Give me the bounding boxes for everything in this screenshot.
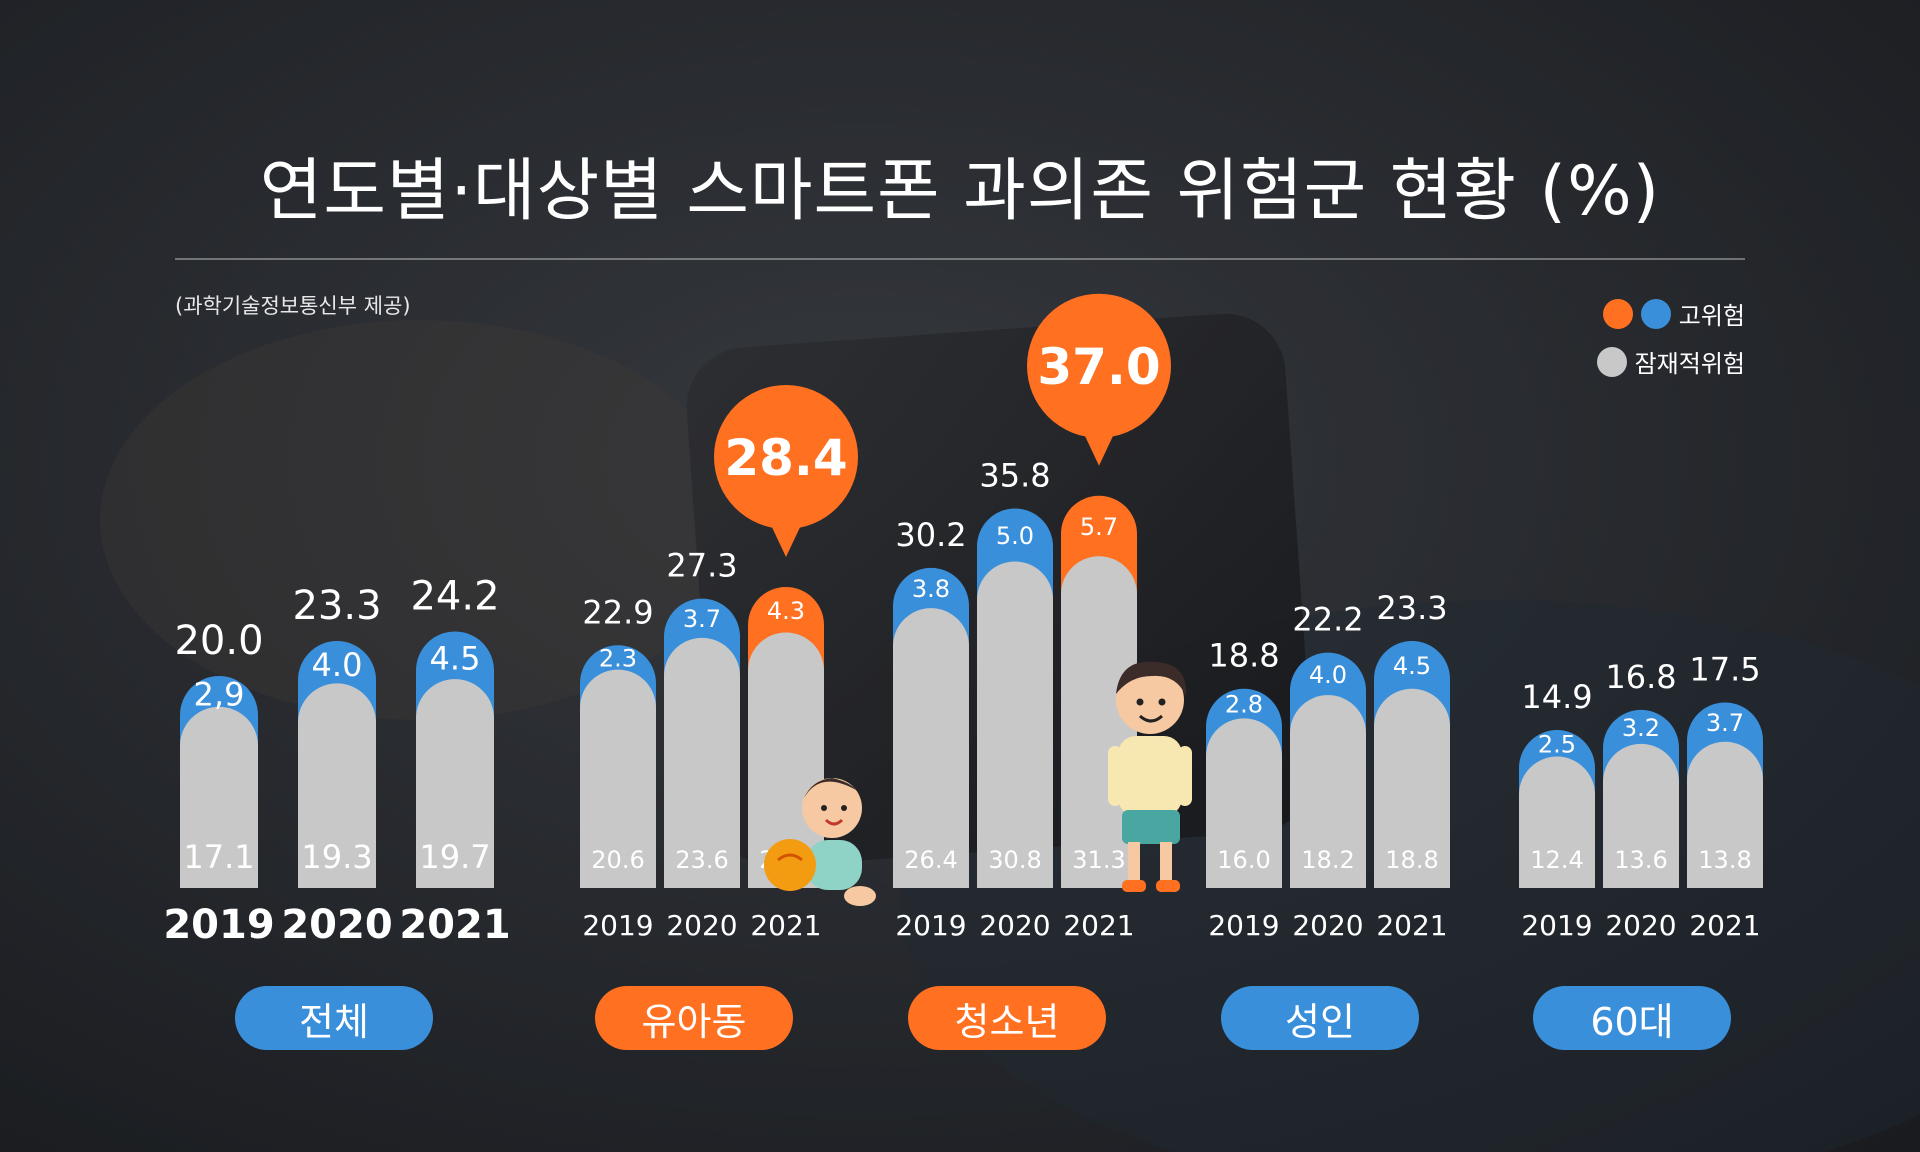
year-tick-label: 2019	[1208, 909, 1279, 942]
legend-high-risk-label: 고위험	[1678, 302, 1745, 330]
bar-potential-risk	[1374, 688, 1450, 888]
year-tick-label: 2021	[1689, 909, 1760, 942]
source-note: (과학기술정보통신부 제공)	[175, 294, 411, 318]
highlight-bubble	[714, 384, 858, 529]
year-tick-label: 2019	[163, 902, 274, 948]
bar-potential-risk	[416, 679, 494, 888]
highlight-bubble-tail	[1083, 431, 1115, 466]
high-risk-label: 5.7	[1080, 513, 1118, 541]
bar-potential-risk	[1290, 695, 1366, 888]
group-pill-4: 성인	[1221, 986, 1419, 1050]
high-risk-label: 4.0	[312, 646, 363, 684]
boy-illustration-icon	[1108, 661, 1192, 892]
high-risk-label: 3.2	[1622, 714, 1660, 742]
total-label: 27.3	[666, 547, 737, 585]
potential-risk-label: 26.4	[904, 846, 957, 874]
blue-dot-icon	[1640, 298, 1671, 329]
bar-potential-risk	[1603, 743, 1679, 888]
potential-risk-label: 12.4	[1530, 846, 1583, 874]
bar-potential-risk	[664, 637, 740, 888]
high-risk-label: 2.8	[1225, 691, 1263, 719]
legend-potential-risk: 잠재적위험	[1596, 344, 1745, 379]
total-label-highlight: 28.4	[724, 429, 847, 487]
group-pill-5: 60대	[1533, 986, 1731, 1050]
total-label: 23.3	[1376, 589, 1447, 627]
high-risk-label: 3.8	[912, 575, 950, 603]
year-tick-label: 2020	[1292, 909, 1363, 942]
potential-risk-label: 23.6	[675, 846, 728, 874]
total-label: 22.2	[1292, 601, 1363, 639]
bar-potential-risk	[180, 706, 258, 888]
potential-risk-label: 13.8	[1698, 846, 1751, 874]
gray-dot-icon	[1596, 346, 1627, 377]
high-risk-label: 3.7	[1706, 709, 1744, 737]
bar-potential-risk	[1206, 718, 1282, 888]
year-tick-label: 2020	[281, 902, 392, 948]
total-label: 35.8	[979, 457, 1050, 495]
bar-potential-risk	[298, 683, 376, 888]
bar-potential-risk	[748, 632, 824, 888]
high-risk-label: 2.3	[599, 644, 637, 672]
potential-risk-label: 18.2	[1301, 846, 1354, 874]
year-tick-label: 2021	[399, 902, 510, 948]
high-risk-label: 2,9	[194, 675, 245, 713]
potential-risk-label: 20.6	[591, 846, 644, 874]
legend-potential-risk-label: 잠재적위험	[1634, 350, 1745, 378]
bar-potential-risk	[977, 561, 1053, 888]
total-label: 18.8	[1208, 637, 1279, 675]
group-pill-2: 유아동	[595, 986, 793, 1050]
year-tick-label: 2020	[666, 909, 737, 942]
total-label: 24.2	[410, 573, 499, 619]
potential-risk-label: 17.1	[183, 838, 254, 876]
total-label-highlight: 37.0	[1037, 338, 1160, 396]
bar-potential-risk	[580, 669, 656, 888]
year-tick-label: 2021	[1063, 909, 1134, 942]
high-risk-label: 4.3	[767, 597, 805, 625]
high-risk-label: 5.0	[996, 522, 1034, 550]
potential-risk-label: 19.7	[419, 838, 490, 876]
year-tick-label: 2020	[1605, 909, 1676, 942]
year-tick-label: 2021	[1376, 909, 1447, 942]
potential-risk-label: 19.3	[301, 838, 372, 876]
high-risk-label: 4.5	[430, 639, 481, 677]
year-tick-label: 2019	[895, 909, 966, 942]
total-label: 17.5	[1689, 651, 1760, 689]
year-tick-label: 2019	[582, 909, 653, 942]
high-risk-label: 4.5	[1393, 652, 1431, 680]
title-divider	[175, 258, 1745, 260]
total-label: 30.2	[895, 516, 966, 554]
orange-dot-icon	[1602, 298, 1633, 329]
potential-risk-label: 13.6	[1614, 846, 1667, 874]
year-tick-label: 2019	[1521, 909, 1592, 942]
legend-high-risk: 고위험	[1602, 296, 1745, 331]
highlight-bubble-tail	[770, 522, 802, 557]
chart-title: 연도별·대상별 스마트폰 과의존 위험군 현황 (%)	[259, 152, 1661, 231]
total-label: 23.3	[292, 583, 381, 629]
high-risk-label: 3.7	[683, 605, 721, 633]
highlight-bubble	[1027, 293, 1171, 438]
toddler-illustration-icon	[764, 778, 876, 906]
bar-potential-risk	[1519, 756, 1595, 888]
year-tick-label: 2021	[750, 909, 821, 942]
year-tick-label: 2020	[979, 909, 1050, 942]
potential-risk-label: 16.0	[1217, 846, 1270, 874]
bar-potential-risk	[893, 608, 969, 888]
group-pill-1: 전체	[235, 986, 433, 1050]
group-pill-3: 청소년	[908, 986, 1106, 1050]
potential-risk-label: 31.3	[1072, 846, 1125, 874]
total-label: 20.0	[174, 618, 263, 664]
high-risk-label: 2.5	[1538, 730, 1576, 758]
potential-risk-label: 30.8	[988, 846, 1041, 874]
total-label: 14.9	[1521, 678, 1592, 716]
total-label: 16.8	[1605, 658, 1676, 696]
high-risk-label: 4.0	[1309, 661, 1347, 689]
total-label: 22.9	[582, 593, 653, 631]
bar-potential-risk	[1687, 741, 1763, 888]
potential-risk-label: 18.8	[1385, 846, 1438, 874]
